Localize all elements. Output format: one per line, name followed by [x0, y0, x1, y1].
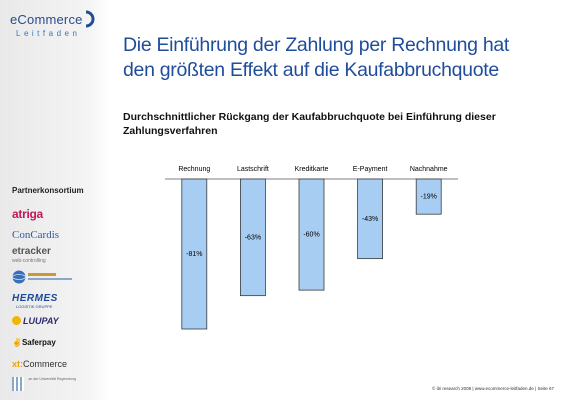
bar-value-label: -60%: [303, 232, 319, 239]
xtcommerce-label: Commerce: [23, 359, 68, 369]
partner-heading: Partnerkonsortium: [12, 186, 84, 195]
xtcommerce-logo[interactable]: xt:Commerce: [12, 359, 67, 369]
bar: [239, 178, 266, 297]
chart-bars: Rechnung -81% Lastschrift -63% Kreditkarte -6…: [178, 166, 448, 330]
bar-value-label: -81%: [186, 251, 202, 258]
etracker-logo[interactable]: etracker: [12, 246, 51, 257]
saferpay-label: Saferpay: [21, 338, 56, 347]
bar-value-label: -19%: [421, 194, 437, 201]
concardis-logo[interactable]: ConCardis: [12, 229, 60, 241]
ecommerce-leitfaden-logo[interactable]: eCommerce Leitfaden: [10, 10, 100, 46]
slide-subtitle: Durchschnittlicher Rückgang der Kaufabbr…: [123, 111, 496, 137]
logo-tagline: Leitfaden: [16, 29, 81, 38]
luupay-logo[interactable]: LUUPAY: [12, 316, 59, 326]
category-label: E-Payment: [353, 166, 388, 173]
bar: [357, 178, 384, 260]
university-tagline: an der Universität Regensburg: [28, 377, 76, 381]
luupay-label: LUUPAY: [23, 316, 59, 326]
slide-footer: © ibi research 2008 | www.ecommerce-leit…: [432, 386, 554, 391]
category-label: Kreditkarte: [295, 166, 329, 173]
logo-name: eCommerce: [10, 12, 83, 27]
bar: [181, 178, 208, 330]
category-label: Nachnahme: [410, 166, 448, 173]
globe-partner-logo-icon[interactable]: [12, 270, 74, 284]
slide-title: Die Einführung der Zahlung per Rechnung …: [123, 34, 510, 81]
category-label: Lastschrift: [237, 166, 269, 173]
university-logo[interactable]: an der Universität Regensburg: [12, 377, 82, 395]
saferpay-hand-icon: ✌: [12, 338, 22, 347]
atriga-logo[interactable]: atriga: [12, 207, 43, 221]
bar: [298, 178, 325, 291]
sidebar: eCommerce Leitfaden Partnerkonsortium at…: [0, 0, 110, 400]
bar-value-label: -43%: [362, 216, 378, 223]
xtcommerce-prefix: xt:: [12, 359, 23, 369]
saferpay-logo[interactable]: ✌Saferpay: [12, 338, 56, 347]
bar-value-label: -63%: [245, 234, 261, 241]
bar: [415, 178, 442, 215]
logo-swoosh-icon: [85, 10, 95, 28]
luupay-circle-icon: [12, 316, 21, 325]
university-grid-icon: [12, 377, 24, 391]
hermes-logo[interactable]: HERMES: [12, 293, 58, 304]
hermes-tagline: LOGISTIK GRUPPE: [16, 304, 53, 309]
etracker-tagline: web-controlling: [12, 258, 46, 264]
category-label: Rechnung: [178, 166, 210, 173]
